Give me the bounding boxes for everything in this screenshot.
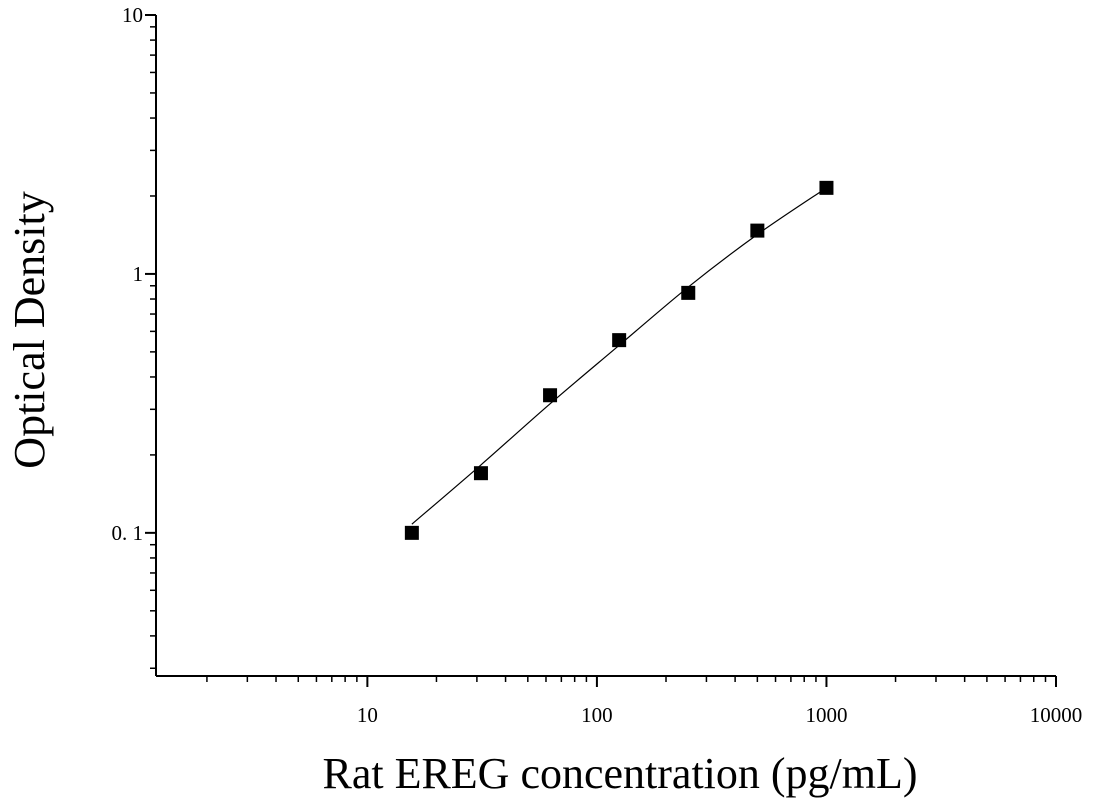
y-tick-label: 10 xyxy=(122,3,143,27)
data-point xyxy=(404,525,419,540)
data-point xyxy=(819,180,834,195)
data-point xyxy=(543,388,558,403)
y-tick-label: 1 xyxy=(133,262,144,286)
ticks xyxy=(145,14,1057,687)
data-points xyxy=(404,180,834,540)
x-tick-label: 10000 xyxy=(1030,703,1083,727)
data-point xyxy=(473,466,488,481)
data-point xyxy=(681,285,696,300)
axes xyxy=(155,15,1056,677)
x-tick-label: 1000 xyxy=(805,703,847,727)
data-point xyxy=(750,223,765,238)
data-point xyxy=(612,333,627,348)
x-axis-title: Rat EREG concentration (pg/mL) xyxy=(322,749,917,798)
x-tick-label: 100 xyxy=(581,703,613,727)
y-tick-label: 0. 1 xyxy=(112,521,144,545)
x-tick-label: 10 xyxy=(357,703,378,727)
tick-labels: 10 100 1000 10000 0. 1 1 10 xyxy=(112,3,1083,727)
y-axis-title: Optical Density xyxy=(5,191,54,468)
